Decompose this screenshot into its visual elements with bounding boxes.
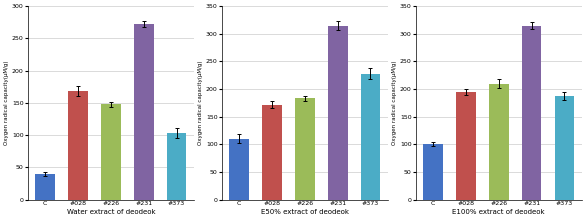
Bar <box>295 99 315 200</box>
Bar <box>134 24 154 200</box>
X-axis label: E50% extract of deodeok: E50% extract of deodeok <box>261 209 349 215</box>
Bar <box>360 74 380 200</box>
Y-axis label: Oxygen radical capacity(μM/g): Oxygen radical capacity(μM/g) <box>4 61 9 145</box>
Y-axis label: Oxygen radical capacity(μM/g): Oxygen radical capacity(μM/g) <box>392 61 397 145</box>
X-axis label: Water extract of deodeok: Water extract of deodeok <box>67 209 155 215</box>
Bar <box>101 104 121 200</box>
Bar <box>35 174 55 200</box>
Y-axis label: Oxygen radical capacity(μM/g): Oxygen radical capacity(μM/g) <box>198 61 203 145</box>
Bar <box>554 96 574 200</box>
Bar <box>423 144 443 200</box>
Bar <box>229 139 249 200</box>
X-axis label: E100% extract of deodeok: E100% extract of deodeok <box>452 209 545 215</box>
Bar <box>522 26 541 200</box>
Bar <box>262 105 282 200</box>
Bar <box>456 92 476 200</box>
Bar <box>328 26 347 200</box>
Bar <box>68 91 88 200</box>
Bar <box>489 84 509 200</box>
Bar <box>166 133 186 200</box>
